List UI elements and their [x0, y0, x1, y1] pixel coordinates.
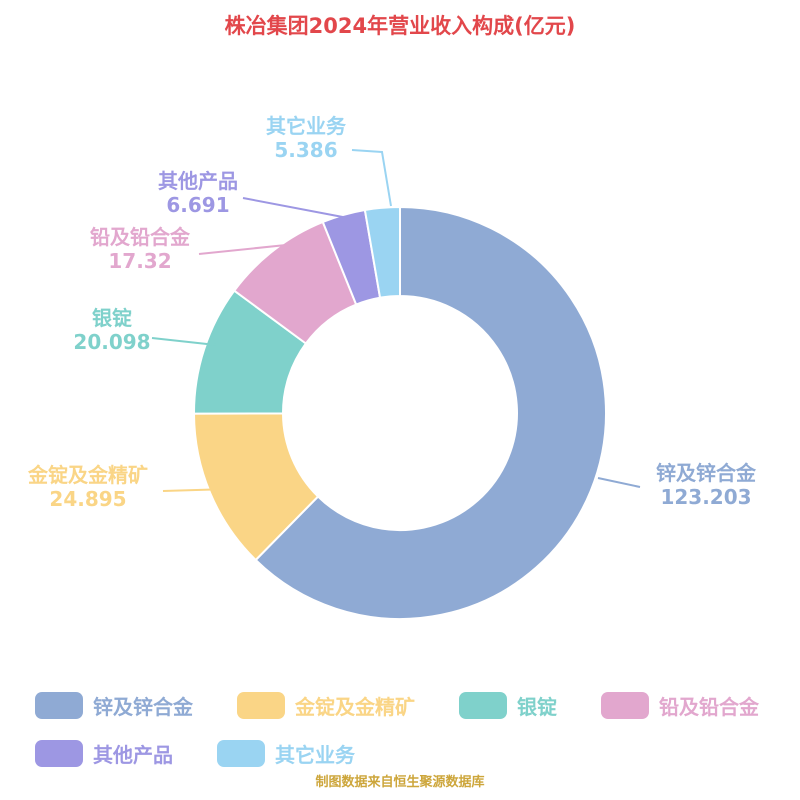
pie-label-4: 其他产品 6.691	[158, 169, 238, 217]
legend-item-5[interactable]: 其它业务	[217, 739, 355, 768]
pie-label-value: 5.386	[274, 138, 337, 162]
data-source-credit: 制图数据来自恒生聚源数据库	[315, 775, 485, 790]
legend-label: 其它业务	[275, 743, 355, 767]
legend-label: 其他产品	[93, 743, 173, 767]
legend-swatch	[601, 692, 649, 719]
label-leader-line-1	[162, 488, 231, 492]
label-leader-line-5	[351, 149, 392, 207]
pie-label-value: 123.203	[660, 485, 751, 509]
legend-swatch	[35, 740, 83, 767]
pie-label-name: 铅及铅合金	[90, 225, 191, 249]
legend-swatch	[217, 740, 265, 767]
pie-label-name: 金锭及金精矿	[27, 463, 148, 487]
legend-item-3[interactable]: 铅及铅合金	[601, 691, 759, 720]
legend-item-4[interactable]: 其他产品	[35, 739, 173, 768]
chart-title: 株冶集团2024年营业收入构成(亿元)	[224, 14, 576, 38]
legend-swatch	[459, 692, 507, 719]
pie-label-name: 银锭	[92, 306, 132, 330]
pie-label-name: 其他产品	[158, 169, 238, 193]
legend-item-1[interactable]: 金锭及金精矿	[237, 691, 415, 720]
label-leader-line-3	[198, 244, 287, 255]
legend-label: 铅及铅合金	[659, 695, 759, 719]
pie-label-1: 金锭及金精矿 24.895	[27, 463, 148, 511]
pie-label-value: 6.691	[166, 193, 229, 217]
legend-row-1: 锌及锌合金 金锭及金精矿 银锭 铅及铅合金	[35, 691, 775, 720]
pie-label-name: 其它业务	[266, 114, 347, 138]
pie-slice-0[interactable]	[254, 205, 607, 620]
pie-label-value: 20.098	[73, 330, 150, 354]
legend: 锌及锌合金 金锭及金精矿 银锭 铅及铅合金 其他产品 其它业务	[35, 691, 775, 787]
pie-label-0: 锌及锌合金 123.203	[656, 461, 757, 509]
legend-row-2: 其他产品 其它业务	[35, 739, 775, 768]
legend-label: 银锭	[517, 695, 557, 719]
label-leader-line-4	[242, 197, 349, 219]
label-leader-line-2	[151, 337, 217, 346]
label-leader-line-0	[597, 477, 641, 488]
legend-swatch	[35, 692, 83, 719]
pie-label-5: 其它业务 5.386	[266, 114, 347, 162]
pie-label-2: 银锭 20.098	[73, 306, 150, 354]
pie-slice-5[interactable]	[363, 205, 401, 299]
legend-item-2[interactable]: 银锭	[459, 691, 557, 720]
legend-label: 金锭及金精矿	[295, 695, 415, 719]
pie-label-3: 铅及铅合金 17.32	[90, 225, 191, 273]
pie-label-value: 17.32	[108, 249, 171, 273]
pie-label-value: 24.895	[49, 487, 126, 511]
pie-label-name: 锌及锌合金	[656, 461, 757, 485]
legend-swatch	[237, 692, 285, 719]
legend-label: 锌及锌合金	[93, 695, 193, 719]
legend-item-0[interactable]: 锌及锌合金	[35, 691, 193, 720]
